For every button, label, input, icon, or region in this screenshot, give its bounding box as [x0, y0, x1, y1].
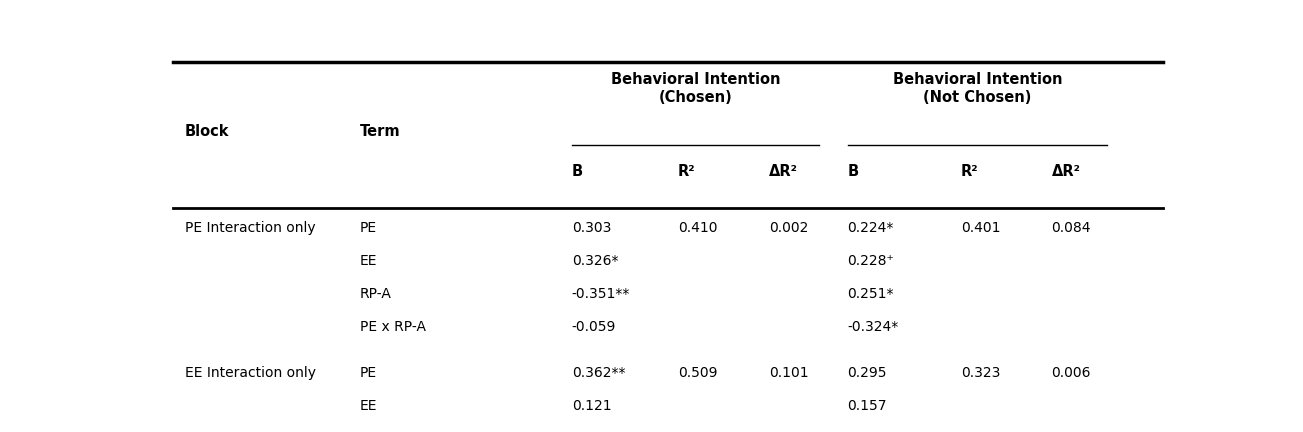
Text: 0.006: 0.006: [1052, 366, 1091, 380]
Text: EE Interaction only: EE Interaction only: [185, 366, 317, 380]
Text: Behavioral Intention
(Not Chosen): Behavioral Intention (Not Chosen): [893, 72, 1062, 105]
Text: Block: Block: [185, 124, 229, 139]
Text: PE: PE: [360, 221, 377, 235]
Text: 0.002: 0.002: [769, 221, 808, 235]
Text: -0.351**: -0.351**: [572, 287, 631, 301]
Text: -0.059: -0.059: [572, 320, 616, 334]
Text: ΔR²: ΔR²: [769, 164, 797, 179]
Text: 0.410: 0.410: [678, 221, 718, 235]
Text: 0.251*: 0.251*: [847, 287, 894, 301]
Text: 0.084: 0.084: [1052, 221, 1091, 235]
Text: Term: Term: [360, 124, 400, 139]
Text: -0.324*: -0.324*: [847, 320, 899, 334]
Text: PE: PE: [360, 366, 377, 380]
Text: R²: R²: [678, 164, 696, 179]
Text: 0.101: 0.101: [769, 366, 808, 380]
Text: EE: EE: [360, 254, 378, 268]
Text: RP-A: RP-A: [360, 287, 392, 301]
Text: ΔR²: ΔR²: [1052, 164, 1080, 179]
Text: 0.509: 0.509: [678, 366, 718, 380]
Text: 0.228⁺: 0.228⁺: [847, 254, 894, 268]
Text: R²: R²: [960, 164, 979, 179]
Text: 0.401: 0.401: [960, 221, 1001, 235]
Text: 0.295: 0.295: [847, 366, 887, 380]
Text: 0.303: 0.303: [572, 221, 611, 235]
Text: B: B: [847, 164, 859, 179]
Text: Behavioral Intention
(Chosen): Behavioral Intention (Chosen): [611, 72, 780, 105]
Text: 0.323: 0.323: [960, 366, 999, 380]
Text: EE: EE: [360, 399, 378, 413]
Text: 0.224*: 0.224*: [847, 221, 894, 235]
Text: 0.326*: 0.326*: [572, 254, 619, 268]
Text: 0.362**: 0.362**: [572, 366, 625, 380]
Text: PE x RP-A: PE x RP-A: [360, 320, 426, 334]
Text: 0.157: 0.157: [847, 399, 887, 413]
Text: PE Interaction only: PE Interaction only: [185, 221, 315, 235]
Text: 0.121: 0.121: [572, 399, 611, 413]
Text: B: B: [572, 164, 582, 179]
